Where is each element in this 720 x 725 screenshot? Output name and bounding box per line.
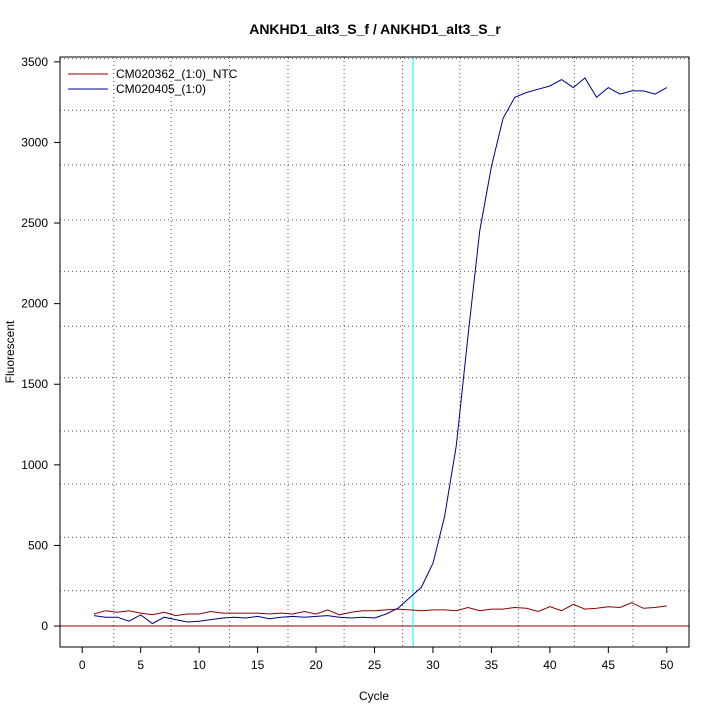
x-tick-label: 0 xyxy=(79,658,86,672)
y-tick-label: 1500 xyxy=(21,377,48,391)
y-tick-label: 500 xyxy=(28,538,48,552)
y-axis-label: Fluorescent xyxy=(3,320,17,383)
chart-title: ANKHD1_alt3_S_f / ANKHD1_alt3_S_r xyxy=(249,21,501,37)
x-tick-label: 45 xyxy=(602,658,616,672)
x-tick-label: 5 xyxy=(137,658,144,672)
y-tick-label: 2000 xyxy=(21,297,48,311)
series-line-ntc xyxy=(93,602,667,617)
series-layer xyxy=(93,77,668,625)
x-tick-label: 35 xyxy=(485,658,499,672)
x-tick-label: 15 xyxy=(251,658,265,672)
y-tick-label: 1000 xyxy=(21,458,48,472)
legend: CM020362_(1:0)_NTC CM020405_(1:0) xyxy=(68,67,238,96)
x-tick-label: 30 xyxy=(426,658,440,672)
axes-layer: 0 5 10 15 20 25 30 35 40 45 5005001000150020002500… xyxy=(21,55,673,672)
reference-lines xyxy=(60,57,689,647)
y-tick-label: 3500 xyxy=(21,55,48,69)
legend-label-ntc: CM020362_(1:0)_NTC xyxy=(116,67,238,81)
y-tick-label: 0 xyxy=(41,619,48,633)
series-line-sample xyxy=(93,77,668,625)
x-axis-label: Cycle xyxy=(359,689,389,703)
x-tick-label: 20 xyxy=(309,658,323,672)
y-tick-label: 2500 xyxy=(21,216,48,230)
x-tick-label: 50 xyxy=(660,658,674,672)
x-tick-label: 25 xyxy=(368,658,382,672)
grid-layer xyxy=(60,57,689,647)
legend-label-sample: CM020405_(1:0) xyxy=(116,82,206,96)
y-tick-label: 3000 xyxy=(21,135,48,149)
x-tick-label: 10 xyxy=(192,658,206,672)
x-tick-label: 40 xyxy=(543,658,557,672)
